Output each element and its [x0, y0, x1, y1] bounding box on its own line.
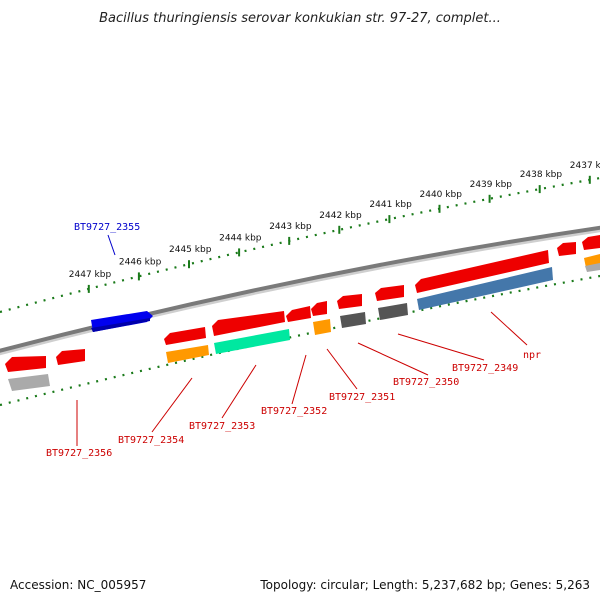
map-title: Bacillus thuringiensis serovar konkukian… — [99, 11, 501, 26]
scale-label: 2444 kbp — [219, 233, 262, 243]
topology-text: Topology: circular; Length: 5,237,682 bp… — [260, 578, 590, 592]
gene-bt9727-2349[interactable] — [417, 267, 553, 310]
scale-label: 2439 kbp — [470, 180, 513, 190]
scale-label: 2443 kbp — [269, 222, 312, 232]
gene-bt9727-2351[interactable] — [340, 312, 366, 328]
gene-bt9727-2353[interactable] — [214, 329, 290, 354]
scale-label: 2440 kbp — [420, 190, 463, 200]
scale-label: 2445 kbp — [169, 245, 212, 255]
gene-label-bt9727-2353[interactable]: BT9727_2353 — [189, 421, 255, 432]
gene-label-bt9727-2355[interactable]: BT9727_2355 — [74, 222, 140, 233]
scale-label: 2438 kbp — [520, 170, 563, 180]
gene-label-bt9727-2351[interactable]: BT9727_2351 — [329, 392, 395, 403]
scale-arc-inner — [0, 274, 600, 407]
scale-label: 2442 kbp — [319, 211, 362, 221]
gene-red-7[interactable] — [337, 294, 362, 309]
gene-bt9727-2352[interactable] — [313, 319, 331, 335]
scale-label: 2437 kbp — [570, 161, 600, 171]
gene-red-8[interactable] — [375, 285, 404, 301]
gene-bt9727-2350[interactable] — [378, 303, 408, 320]
gene-gray-1[interactable] — [8, 374, 50, 391]
gene-label-bt9727-2356[interactable]: BT9727_2356 — [46, 448, 112, 459]
gene-gray-2[interactable] — [585, 263, 600, 272]
gene-bt9727-2354[interactable] — [166, 345, 209, 363]
gene-red-4[interactable] — [212, 311, 285, 336]
gene-labels: BT9727_2355 BT9727_2356 BT9727_2354 BT97… — [46, 222, 541, 459]
label-lines — [76, 234, 528, 446]
scale-label: 2447 kbp — [69, 270, 112, 280]
gene-red-5[interactable] — [286, 306, 311, 322]
gene-label-npr[interactable]: npr — [523, 350, 541, 361]
accession-text: Accession: NC_005957 — [10, 578, 147, 592]
gene-red-2[interactable] — [56, 349, 85, 365]
scale-label: 2446 kbp — [119, 257, 162, 267]
gene-red-6[interactable] — [311, 301, 327, 316]
gene-label-bt9727-2354[interactable]: BT9727_2354 — [118, 435, 184, 446]
major-ticks — [87, 175, 591, 293]
gene-npr[interactable] — [415, 250, 549, 293]
gene-red-1[interactable] — [5, 356, 46, 372]
gene-label-bt9727-2350[interactable]: BT9727_2350 — [393, 377, 459, 388]
backbone-arc — [0, 225, 600, 353]
scale-labels: 2447 kbp 2446 kbp 2445 kbp 2444 kbp 2443 kbp… — [69, 161, 600, 280]
gene-red-10[interactable] — [557, 242, 576, 256]
gene-red-11[interactable] — [582, 235, 600, 250]
genes — [5, 235, 600, 391]
backbone-arc-shadow — [0, 229, 600, 356]
gene-label-bt9727-2352[interactable]: BT9727_2352 — [261, 406, 327, 417]
gene-block-blue-shade — [91, 318, 150, 332]
gene-red-3[interactable] — [164, 327, 206, 345]
gene-label-bt9727-2349[interactable]: BT9727_2349 — [452, 363, 518, 374]
scale-label: 2441 kbp — [369, 200, 412, 210]
